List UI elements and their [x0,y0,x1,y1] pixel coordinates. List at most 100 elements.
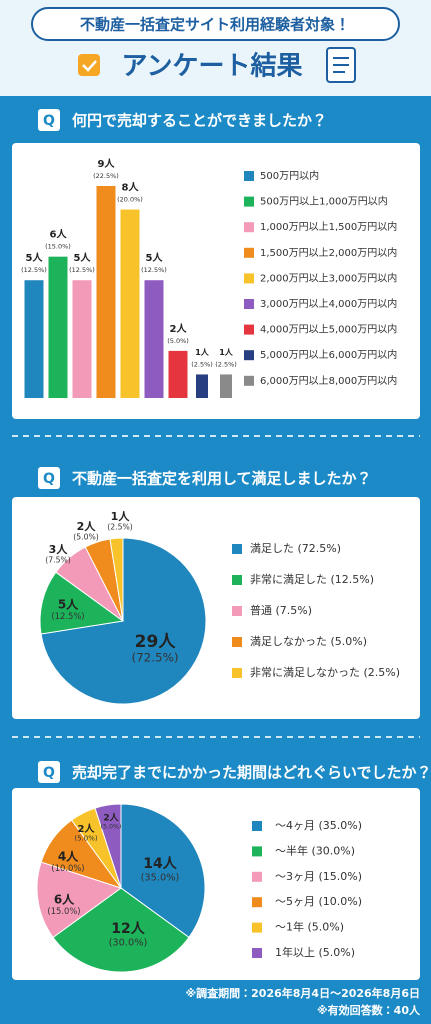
slice-percent-label: (10.0%) [51,863,84,873]
slice-percent-label: (35.0%) [141,872,180,883]
legend-swatch [244,350,254,361]
legend-label: 5,000万円以上6,000万円以内 [260,348,397,361]
slice-percent-label: (2.5%) [107,522,133,531]
slice-count-label: 6人 [54,893,75,907]
bar-percent-label: (12.5%) [69,266,95,274]
bar [220,374,232,398]
bar-count-label: 5人 [146,252,164,264]
slice-count-label: 29人 [135,632,177,652]
pie-slice [94,803,122,889]
legend-label: 2,000万円以上3,000万円以内 [260,271,397,284]
bar [96,186,116,398]
legend-label: 〜半年 (30.0%) [275,843,355,857]
legend-label: 500万円以上1,000万円以内 [260,195,388,208]
slice-percent-label: (5.0%) [101,824,122,831]
bar-percent-label: (15.0%) [45,243,71,251]
slice-count-label: 14人 [143,856,177,872]
bar-count-label: 8人 [122,182,140,194]
slice-percent-label: (12.5%) [51,611,84,621]
legend-swatch [232,668,242,678]
question: 何円で売却することができましたか？ [72,112,327,130]
bar-percent-label: (12.5%) [141,266,167,274]
legend-swatch [252,948,262,958]
question: 不動産一括査定を利用して満足しましたか？ [72,470,372,488]
bar-percent-label: (2.5%) [191,360,213,368]
bar-count-label: 5人 [26,252,44,264]
slice-count-label: 5人 [58,598,79,612]
q-badge [38,761,60,783]
bar-count-label: 9人 [98,158,116,170]
legend-label: 〜4ヶ月 (35.0%) [275,819,362,832]
bar-count-label: 5人 [74,252,92,264]
legend-swatch [252,821,262,831]
question: 売却完了までにかかった期間はどれぐらいでしたか？ [72,764,431,782]
legend-label: 満足しなかった (5.0%) [250,635,367,648]
legend-label: 普通 (7.5%) [250,603,312,617]
legend-swatch [252,897,262,908]
q-mark: Q [43,113,55,129]
footer-note: ※有効回答数：40人 [317,1003,421,1017]
q-badge [38,109,60,131]
slice-percent-label: (15.0%) [47,906,80,916]
pie-slice [36,861,123,939]
legend-label: 1,500万円以上2,000万円以内 [260,246,397,259]
legend-swatch [232,637,242,647]
bar [24,280,44,398]
legend-swatch [244,273,254,284]
header-title: アンケート結果 [122,51,303,82]
q-mark: Q [43,765,55,781]
pie-slice [120,803,206,939]
slice-count-label: 4人 [58,850,79,864]
legend-label: 4,000万円以上5,000万円以内 [260,323,397,336]
bar [196,374,208,398]
q-badge [38,467,60,489]
pie-slice [52,887,190,973]
legend-swatch [232,575,242,585]
legend-label: 3,000万円以上4,000万円以内 [260,297,397,310]
legend-label: 満足した (72.5%) [250,542,341,555]
footer-note: ※調査期間：2026年8月4日〜2026年8月6日 [185,986,420,1000]
pie-slice [109,537,124,622]
legend-label: 1,000万円以上1,500万円以内 [260,220,397,233]
slice-percent-label: (7.5%) [45,555,71,564]
legend-swatch [244,171,254,181]
legend-swatch [252,846,262,857]
bar-percent-label: (12.5%) [21,266,47,274]
slice-count-label: 3人 [49,543,69,556]
legend-swatch [244,324,254,335]
legend-label: 〜5ヶ月 (10.0%) [275,895,362,908]
legend-swatch [244,375,254,386]
slice-percent-label: (5.0%) [74,835,98,843]
subtitle-box [31,7,400,41]
q-mark: Q [43,471,55,487]
bar-percent-label: (22.5%) [93,172,119,180]
clipboard-lines [333,57,349,73]
check-icon [78,54,100,76]
legend-swatch [252,871,262,882]
check-mark [82,60,97,72]
bar [72,280,92,398]
bar [120,209,140,398]
legend-swatch [232,606,242,616]
legend-label: 500万円以内 [260,169,319,182]
bar [48,256,68,398]
legend-swatch [252,922,262,933]
slice-count-label: 2人 [78,823,96,835]
slice-count-label: 12人 [111,921,145,937]
legend-label: 1年以上 (5.0%) [275,945,355,959]
slice-percent-label: (72.5%) [131,651,178,665]
legend-label: 6,000万円以上8,000万円以内 [260,374,397,387]
header-subtitle: 不動産一括査定サイト利用経験者対象！ [80,16,350,34]
legend-swatch [244,247,254,258]
legend-swatch [244,299,254,309]
bar-percent-label: (5.0%) [167,337,189,345]
bar-count-label: 1人 [219,348,234,357]
legend-swatch [244,222,254,233]
slice-percent-label: (5.0%) [73,532,99,541]
legend-label: 〜1年 (5.0%) [275,920,344,934]
bar-count-label: 2人 [170,323,188,335]
bar-count-label: 6人 [50,229,68,241]
slice-count-label: 2人 [103,813,119,824]
